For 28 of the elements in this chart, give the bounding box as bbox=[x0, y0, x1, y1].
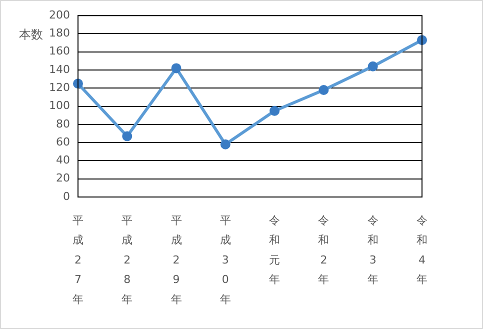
point bbox=[72, 78, 83, 89]
x-tick-label: 令和4年 bbox=[416, 214, 428, 286]
y-tick-label: 40 bbox=[56, 154, 70, 167]
y-tick-label: 60 bbox=[56, 135, 70, 148]
point bbox=[122, 131, 132, 142]
y-tick-label: 80 bbox=[56, 117, 70, 130]
y-tick-label: 100 bbox=[48, 99, 70, 112]
x-tick-label: 平成27年 bbox=[72, 214, 84, 306]
point bbox=[417, 35, 427, 46]
y-axis-title: 本数 bbox=[19, 28, 43, 42]
y-tick-label: 120 bbox=[48, 81, 70, 94]
x-tick-label: 令和3年 bbox=[367, 214, 378, 286]
point bbox=[220, 139, 230, 150]
x-tick-label: 令和2年 bbox=[318, 214, 330, 286]
point bbox=[270, 106, 280, 116]
x-tick-label: 平成29年 bbox=[170, 214, 182, 306]
y-tick-label: 160 bbox=[48, 44, 70, 58]
point bbox=[318, 84, 329, 95]
y-tick-label: 0 bbox=[62, 190, 70, 203]
point bbox=[368, 61, 378, 72]
x-tick-label: 平成30年 bbox=[220, 214, 231, 306]
y-tick-label: 180 bbox=[48, 26, 70, 40]
y-tick-label: 200 bbox=[48, 8, 70, 22]
y-tick-label: 140 bbox=[48, 62, 70, 76]
x-tick-label: 令和元年 bbox=[269, 214, 280, 286]
x-tick-label: 平成28年 bbox=[122, 214, 133, 306]
y-tick-label: 20 bbox=[56, 172, 70, 185]
point bbox=[171, 63, 182, 74]
